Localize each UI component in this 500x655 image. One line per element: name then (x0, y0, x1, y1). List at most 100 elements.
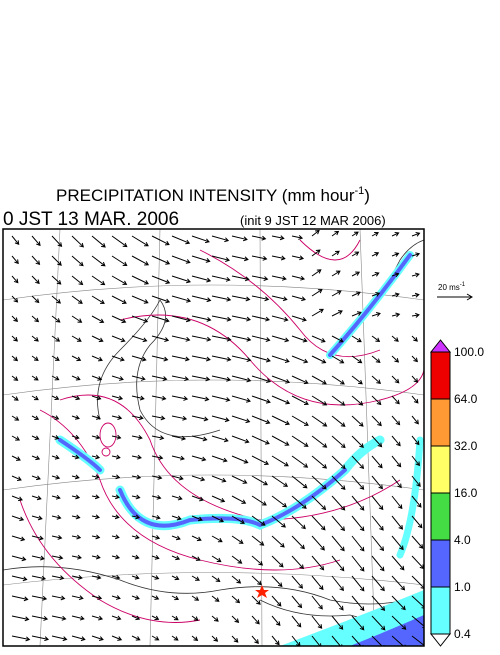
wind-arrow (211, 575, 221, 583)
colorbar-bin (430, 492, 451, 541)
wind-arrow (111, 375, 124, 381)
wind-arrow (251, 555, 264, 566)
wind-arrow (11, 255, 19, 265)
wind-arrow (151, 575, 160, 580)
wind-arrow (51, 335, 61, 342)
wind-arrow (231, 615, 240, 624)
wind-arrow (111, 415, 123, 420)
wind-arrow (251, 315, 271, 322)
wind-arrow (351, 271, 361, 277)
wind-arrow (11, 355, 19, 362)
wind-arrow (351, 251, 360, 257)
wind-arrow (31, 295, 40, 304)
wind-arrow (151, 415, 166, 421)
wind-arrow (251, 635, 259, 644)
wind-arrow (271, 415, 290, 426)
wind-arrow (31, 235, 41, 247)
wind-arrow (411, 231, 421, 237)
wind-arrow (291, 355, 309, 364)
wind-arrow (391, 475, 402, 489)
wind-arrow (151, 235, 170, 246)
wind-arrow (291, 315, 307, 322)
wind-arrow (371, 252, 380, 257)
wind-arrow (231, 355, 252, 363)
wind-arrow (231, 395, 251, 403)
wind-scale-arrow (437, 293, 473, 301)
wind-arrow (351, 311, 362, 317)
wind-arrow (71, 514, 81, 520)
wind-arrow (131, 534, 140, 540)
wind-arrow (191, 435, 208, 442)
wind-arrow (131, 574, 140, 580)
wind-arrow (231, 575, 242, 584)
wind-arrow (351, 375, 363, 385)
wind-arrow (351, 355, 363, 364)
wind-arrow (391, 395, 400, 405)
wind-arrow (271, 575, 283, 588)
wind-arrow (71, 635, 86, 642)
wind-arrow (71, 335, 82, 342)
wind-arrow (31, 595, 48, 601)
wind-arrow (11, 615, 30, 622)
wind-arrow (311, 555, 325, 571)
wind-arrow (271, 315, 289, 322)
colorbar-bin (430, 539, 451, 588)
wind-arrow (231, 315, 251, 322)
wind-arrow (371, 415, 382, 427)
wind-arrow (151, 635, 160, 641)
wind-arrow (391, 635, 406, 646)
wind-arrow (291, 455, 309, 468)
wind-arrow (311, 455, 328, 469)
wind-arrow (51, 415, 60, 420)
wind-arrow (211, 315, 232, 322)
wind-arrow (311, 615, 323, 629)
wind-arrow (331, 355, 345, 364)
wind-arrow (51, 635, 68, 642)
wind-arrow (91, 615, 104, 621)
wind-arrow (311, 269, 322, 277)
wind-arrow (251, 495, 267, 506)
map-frame (2, 228, 425, 647)
colorbar-under (429, 633, 452, 647)
wind-arrow (211, 455, 228, 463)
wind-arrow (331, 475, 346, 490)
wind-arrow (91, 534, 101, 540)
wind-arrow (151, 355, 169, 362)
wind-arrow (211, 435, 229, 443)
wind-arrow (31, 495, 42, 501)
wind-arrow (391, 252, 400, 257)
wind-arrow (11, 315, 19, 323)
wind-arrow (131, 295, 149, 304)
wind-arrow (411, 475, 421, 487)
wind-arrow (171, 335, 191, 342)
wind-arrow (311, 495, 327, 511)
colorbar-bin (430, 586, 451, 635)
wind-arrow (171, 495, 183, 501)
wind-arrow (91, 635, 104, 641)
wind-arrow (211, 395, 231, 402)
wind-arrow (411, 575, 424, 589)
wind-arrow (271, 515, 286, 528)
contours (19, 239, 424, 623)
wind-arrow (111, 595, 121, 600)
wind-arrow (31, 475, 41, 481)
wind-arrow (131, 595, 140, 600)
wind-arrow (291, 575, 304, 589)
wind-arrow (391, 415, 401, 426)
wind-arrow (171, 255, 191, 264)
wind-scale-label: 20 ms-1 (438, 282, 466, 292)
wind-arrow (211, 515, 224, 523)
wind-arrow (51, 494, 61, 500)
wind-arrow (271, 335, 290, 343)
wind-arrow (371, 272, 380, 277)
wind-arrow (151, 534, 161, 540)
wind-arrow (251, 595, 261, 605)
wind-arrow (411, 355, 418, 363)
wind-arrow (11, 395, 19, 401)
wind-arrow (31, 635, 50, 642)
wind-arrow (231, 435, 250, 444)
wind-arrow (411, 455, 421, 467)
wind-arrow (111, 454, 121, 460)
wind-arrow (371, 292, 381, 297)
wind-arrow (271, 295, 288, 302)
